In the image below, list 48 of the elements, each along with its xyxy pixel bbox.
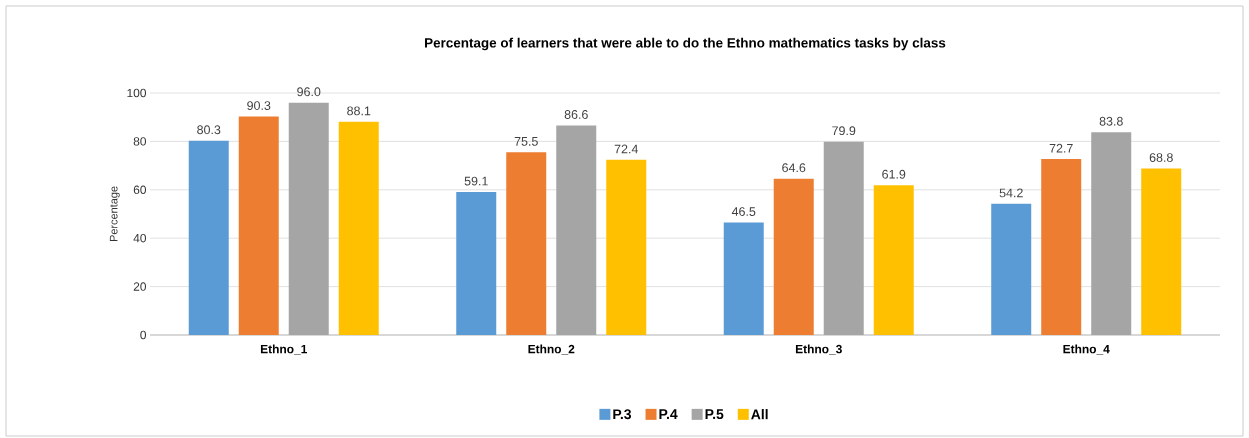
y-tick-label: 40: [133, 233, 147, 243]
data-label: 72.4: [614, 144, 638, 154]
bar: [1141, 168, 1182, 335]
x-tick-label: Ethno_3: [795, 344, 842, 355]
data-label: 64.6: [782, 163, 806, 173]
bar: [188, 140, 229, 335]
bar: [873, 185, 914, 335]
bar: [773, 178, 814, 335]
data-label: 79.9: [832, 126, 856, 136]
bar: [1091, 132, 1132, 335]
bar: [338, 121, 379, 335]
data-label: 83.8: [1099, 116, 1123, 126]
bar: [556, 125, 597, 335]
data-label: 90.3: [247, 101, 271, 110]
bar: [723, 222, 764, 335]
legend-label: P.4: [659, 409, 678, 419]
bar: [1041, 159, 1082, 335]
x-tick-label: Ethno_1: [260, 344, 307, 355]
data-label: 86.6: [564, 110, 588, 119]
bar: [238, 116, 279, 335]
data-label: 54.2: [999, 188, 1023, 198]
y-tick-label: 60: [133, 185, 147, 195]
data-label: 72.7: [1049, 143, 1073, 153]
bar: [991, 203, 1032, 335]
bar: [456, 191, 497, 335]
data-label: 46.5: [731, 207, 756, 216]
data-label: 96.0: [297, 87, 321, 97]
x-tick-label: Ethno_4: [1063, 344, 1110, 355]
data-label: 61.9: [882, 169, 906, 179]
y-tick-label: 80: [133, 137, 147, 146]
bar: [823, 141, 864, 335]
y-tick-label: 0: [140, 330, 147, 340]
data-label: 80.3: [197, 125, 221, 135]
y-axis-title: Percentage: [109, 186, 120, 242]
legend-label: P.3: [613, 409, 632, 420]
data-label: 68.8: [1149, 153, 1173, 162]
data-label: 75.5: [514, 137, 538, 146]
legend-label: P.5: [705, 409, 724, 420]
legend-label: All: [751, 409, 768, 420]
data-label: 88.1: [347, 106, 371, 116]
x-tick-label: Ethno_2: [528, 344, 575, 355]
bar: [606, 159, 647, 335]
bar: [506, 152, 547, 335]
chart-title: Percentage of learners that were able to do the Ethno mathematics tasks by class: [425, 37, 946, 51]
bar: [288, 102, 329, 335]
y-tick-label: 100: [127, 88, 147, 98]
y-tick-label: 20: [133, 282, 147, 291]
data-label: 59.1: [464, 176, 488, 186]
